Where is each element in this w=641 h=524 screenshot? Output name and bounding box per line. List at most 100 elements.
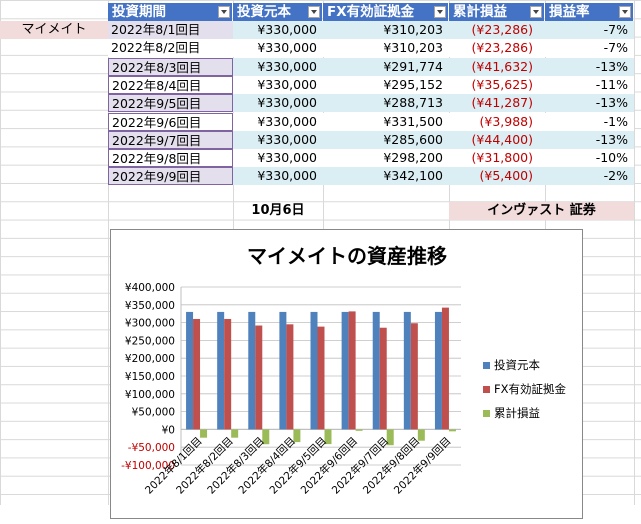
cell-period[interactable]: 2022年8/2回目 [108,39,233,58]
filter-dropdown-icon[interactable] [308,6,320,18]
cell-margin[interactable]: ¥298,200 [323,149,449,168]
y-tick-label: ¥100,000 [125,389,175,401]
y-tick-label: ¥150,000 [125,371,175,383]
bar-principal [217,311,225,430]
header-period: 投資期間 [108,3,232,21]
chart-container[interactable]: マイメイトの資産推移 ¥400,000 ¥350,000 ¥300,000 ¥250,0… [110,229,583,519]
cell-margin[interactable]: ¥295,152 [323,75,449,94]
cell-pl[interactable]: (¥41,632) [449,57,545,76]
bar-pl [417,429,425,441]
x-tick-label: 2022年9/5回目 [267,434,329,496]
bar-margin [255,325,263,430]
header-label: 投資期間 [112,4,166,20]
cell-margin[interactable]: ¥291,774 [323,57,449,76]
cell-rate[interactable]: -2% [545,167,634,186]
asset-chart: マイメイトの資産推移 ¥400,000 ¥350,000 ¥300,000 ¥250,0… [121,244,566,497]
bar-margin [348,311,356,430]
cell-period[interactable]: 2022年9/8回目 [108,149,233,168]
bar-principal [279,311,287,430]
bar-margin [410,323,418,430]
cell-margin[interactable]: ¥310,203 [323,21,449,39]
filter-dropdown-icon[interactable] [218,6,230,18]
cell-rate[interactable]: -7% [545,21,634,39]
cell-principal[interactable]: ¥330,000 [233,130,323,149]
bar-margin [317,326,325,430]
header-label: 累計損益 [453,4,507,20]
cell-period[interactable]: 2022年9/9回目 [108,167,233,186]
cell-margin[interactable]: ¥285,600 [323,130,449,149]
cell-rate[interactable]: -1% [545,112,634,131]
cell-principal[interactable]: ¥330,000 [233,57,323,76]
bar-principal [341,311,349,430]
legend-margin-swatch [483,386,490,393]
cell-principal[interactable]: ¥330,000 [233,112,323,131]
cell-pl[interactable]: (¥35,625) [449,75,545,94]
bar-pl [386,429,394,446]
bar-principal [186,311,194,430]
cell-principal[interactable]: ¥330,000 [233,167,323,186]
bar-principal [248,311,256,430]
x-tick-label: 2022年8/2回目 [173,434,235,496]
cell-pl[interactable]: (¥3,988) [449,112,545,131]
x-tick-label: 2022年8/3回目 [205,434,267,496]
filter-dropdown-icon[interactable] [530,6,542,18]
cell-period[interactable]: 2022年9/5回目 [108,94,233,113]
broker-name: インヴァスト 証券 [449,202,634,220]
cell-margin[interactable]: ¥288,713 [323,94,449,113]
cell-period[interactable]: 2022年8/4回目 [108,75,233,94]
cell-principal[interactable]: ¥330,000 [233,39,323,58]
bar-margin [286,324,294,430]
cell-rate[interactable]: -13% [545,130,634,149]
cell-rate[interactable]: -11% [545,75,634,94]
cell-pl[interactable]: (¥44,400) [449,130,545,149]
bar-pl [324,429,332,445]
x-tick-label: 2022年9/9回目 [391,434,453,496]
legend-principal-swatch [483,362,490,369]
header-rate: 損益率 [545,3,633,21]
grid-column-line [108,0,109,505]
legend-margin-label: FX有効証拠金 [494,382,566,396]
cell-margin[interactable]: ¥331,500 [323,112,449,131]
bar-margin [224,318,232,430]
x-tick-label: 2022年9/7回目 [329,434,391,496]
header-label: 投資元本 [237,4,291,20]
cell-pl[interactable]: (¥31,800) [449,149,545,168]
cell-period[interactable]: 2022年8/3回目 [108,57,233,76]
cell-pl[interactable]: (¥23,286) [449,39,545,58]
header-pl: 累計損益 [449,3,544,21]
bar-pl [355,429,363,431]
cell-margin[interactable]: ¥342,100 [323,167,449,186]
cell-principal[interactable]: ¥330,000 [233,75,323,94]
legend-pl-swatch [483,410,490,417]
date-note: 10月6日 [251,203,305,218]
header-margin: FX有効証拠金 [323,3,448,21]
header-label: 損益率 [549,4,590,20]
cell-principal[interactable]: ¥330,000 [233,21,323,39]
cell-pl[interactable]: (¥5,400) [449,167,545,186]
bar-margin [441,307,449,430]
bar-principal [310,311,318,430]
cell-principal[interactable]: ¥330,000 [233,149,323,168]
cell-margin[interactable]: ¥310,203 [323,39,449,58]
bar-pl [200,429,208,438]
bar-margin [379,327,387,430]
cell-pl[interactable]: (¥41,287) [449,94,545,113]
y-tick-label: ¥350,000 [125,300,175,312]
cell-rate[interactable]: -10% [545,149,634,168]
cell-rate[interactable]: -7% [545,39,634,58]
bar-pl [448,429,456,432]
cell-principal[interactable]: ¥330,000 [233,94,323,113]
cell-period[interactable]: 2022年9/6回目 [108,112,233,131]
filter-dropdown-icon[interactable] [434,6,446,18]
cell-period[interactable]: 2022年8/1回目 [108,21,233,39]
cell-pl[interactable]: (¥23,286) [449,21,545,39]
y-tick-label: ¥200,000 [125,353,175,365]
chart-title: マイメイトの資産推移 [247,244,447,268]
cell-rate[interactable]: -13% [545,57,634,76]
header-label: FX有効証拠金 [327,4,415,20]
cell-rate[interactable]: -13% [545,94,634,113]
legend-pl-label: 累計損益 [494,406,540,420]
cell-period[interactable]: 2022年9/7回目 [108,130,233,149]
filter-dropdown-icon[interactable] [619,6,631,18]
bar-principal [372,311,380,430]
